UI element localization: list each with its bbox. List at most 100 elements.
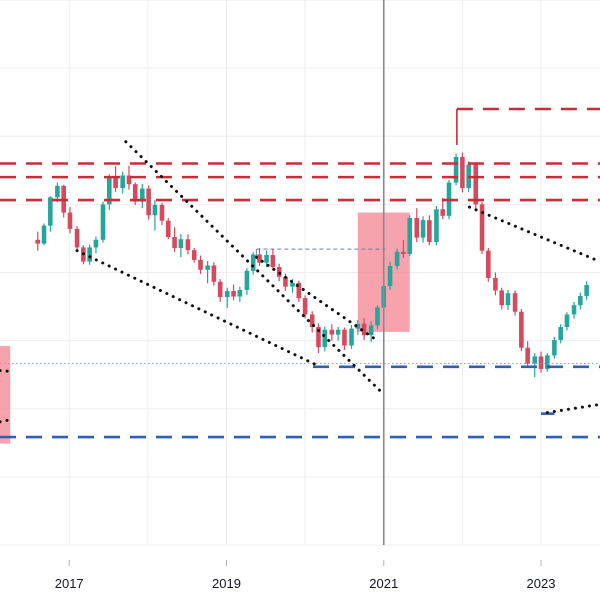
candle-body-30: [231, 291, 236, 297]
candle-body-10: [100, 204, 106, 240]
candle-body-42: [309, 314, 315, 327]
candle-body-43: [316, 327, 321, 348]
candle-0: [35, 231, 41, 251]
candle-32: [244, 268, 250, 295]
candle-body-0: [35, 239, 41, 244]
candle-body-14: [126, 175, 132, 185]
candle-2: [48, 196, 53, 232]
candle-body-39: [290, 282, 295, 287]
candle-body-5: [67, 212, 73, 229]
candle-body-6: [74, 228, 80, 248]
candle-body-75: [525, 347, 530, 364]
candle-69: [486, 247, 491, 282]
candle-77: [538, 351, 544, 373]
candle-42: [309, 311, 315, 333]
candle-body-9: [93, 239, 99, 248]
candle-body-37: [276, 267, 282, 277]
candle-body-83: [578, 295, 583, 306]
candle-19: [159, 202, 165, 226]
candle-body-69: [486, 250, 491, 278]
candle-body-72: [505, 293, 511, 306]
candle-62: [440, 197, 446, 220]
candle-body-51: [368, 325, 374, 336]
candle-43: [316, 323, 321, 354]
candle-55: [394, 248, 400, 270]
candle-body-31: [237, 289, 243, 297]
candle-78: [545, 353, 550, 372]
candle-body-81: [564, 314, 570, 327]
candle-body-71: [499, 290, 505, 306]
candle-body-64: [453, 156, 459, 183]
candle-body-36: [270, 255, 276, 268]
candle-22: [178, 233, 184, 258]
trend-line-6: [0, 418, 10, 424]
trend-layer: [0, 140, 600, 424]
x-tick-label-2017: 2017: [55, 576, 84, 591]
candle-76: [532, 353, 538, 378]
candle-body-46: [335, 329, 341, 335]
candle-body-48: [349, 328, 354, 346]
candle-57: [407, 215, 412, 257]
candle-body-49: [355, 323, 361, 329]
candle-body-47: [342, 329, 347, 346]
candle-body-15: [132, 184, 138, 202]
candle-body-13: [120, 175, 125, 189]
candle-body-60: [427, 220, 432, 242]
x-tick-label-2019: 2019: [212, 576, 241, 591]
trend-line-1: [75, 249, 317, 366]
candle-71: [499, 287, 505, 310]
candle-36: [270, 248, 276, 271]
candle-body-24: [191, 250, 197, 260]
candle-12: [113, 166, 118, 192]
candle-31: [237, 286, 243, 302]
candle-body-84: [584, 285, 589, 296]
candle-body-21: [172, 237, 177, 248]
candle-body-80: [558, 327, 563, 341]
candle-23: [185, 234, 191, 255]
candle-58: [414, 208, 420, 242]
candle-body-28: [217, 281, 223, 298]
candle-5: [67, 207, 73, 234]
candle-56: [401, 239, 406, 258]
candle-60: [427, 215, 432, 246]
candle-65: [460, 152, 465, 193]
candle-body-29: [224, 291, 230, 298]
candle-83: [578, 292, 583, 310]
candle-body-78: [545, 355, 550, 369]
candle-9: [93, 236, 99, 254]
candle-47: [342, 327, 347, 350]
trend-line-3: [467, 205, 600, 264]
trend-line-0: [124, 140, 383, 393]
candle-79: [552, 336, 557, 359]
candle-body-50: [361, 323, 367, 336]
candle-body-40: [296, 282, 302, 299]
candle-body-59: [420, 220, 426, 238]
candle-body-54: [387, 265, 393, 287]
candle-84: [584, 281, 589, 300]
candle-75: [525, 341, 530, 368]
candle-body-1: [41, 225, 47, 244]
candle-body-77: [538, 356, 544, 369]
candle-6: [74, 226, 80, 251]
candle-72: [505, 289, 511, 311]
candle-74: [519, 309, 524, 351]
candle-body-25: [198, 259, 203, 270]
candle-52: [375, 305, 380, 330]
x-tick-label-2023: 2023: [527, 576, 556, 591]
candle-67: [473, 162, 479, 209]
candle-25: [198, 255, 203, 275]
x-axis: 2017 2019 2021 2023: [55, 560, 556, 591]
candle-body-16: [140, 188, 145, 202]
level-layer: [0, 107, 600, 439]
candle-body-68: [479, 204, 485, 251]
candle-body-52: [375, 307, 380, 326]
candle-10: [100, 201, 106, 243]
candle-48: [349, 324, 354, 349]
candle-29: [224, 287, 230, 308]
candle-body-38: [283, 276, 288, 287]
candle-body-11: [107, 177, 112, 205]
candle-body-33: [250, 254, 256, 271]
candle-body-17: [146, 188, 151, 216]
candle-27: [211, 262, 217, 286]
